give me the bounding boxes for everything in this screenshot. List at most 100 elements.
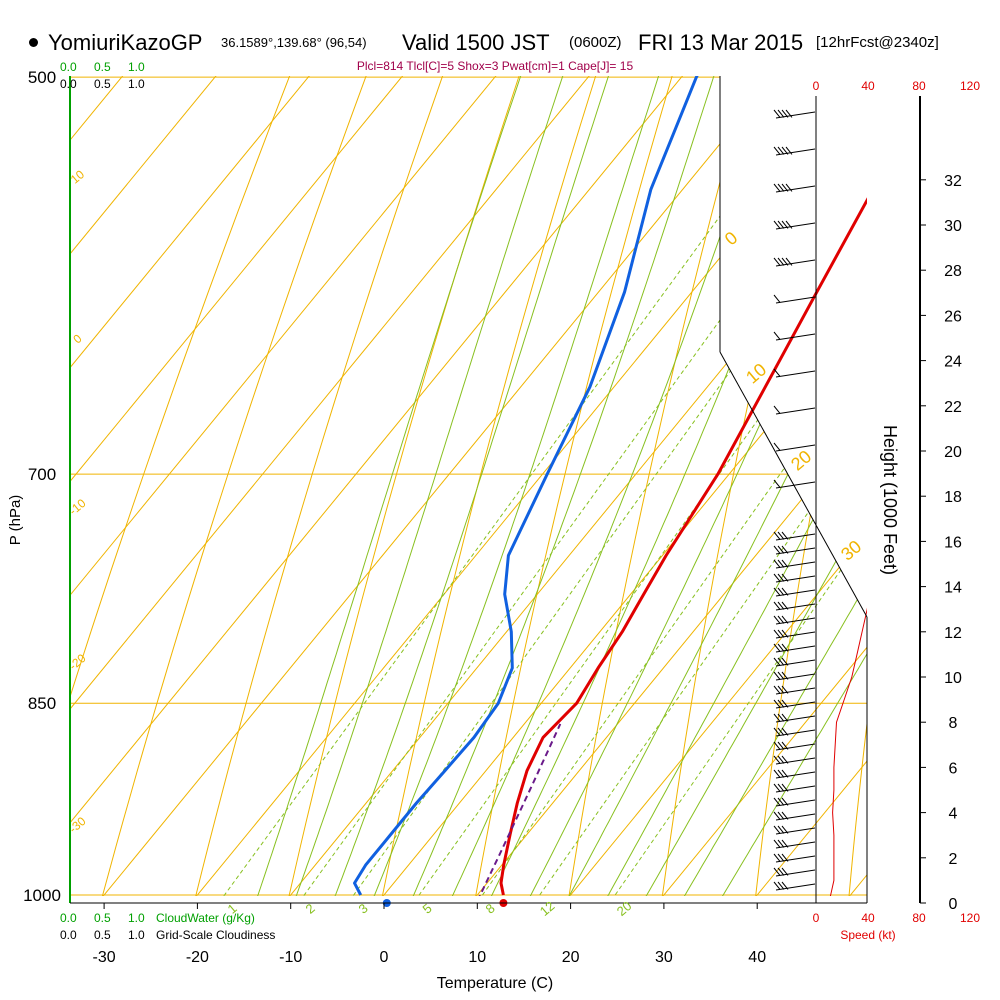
wind-barb bbox=[773, 713, 816, 723]
wind-barb-flag bbox=[773, 615, 781, 624]
valid-utc: (0600Z) bbox=[569, 34, 622, 51]
wind-barb bbox=[773, 699, 816, 709]
wind-barb-flag bbox=[777, 531, 785, 540]
wind-barb bbox=[773, 587, 816, 597]
y-axis-label: P (hPa) bbox=[7, 495, 24, 546]
wind-barb-flag bbox=[777, 146, 785, 155]
wind-barb bbox=[773, 657, 816, 667]
indices-line: Plcl=814 Tlcl[C]=5 Shox=3 Pwat[cm]=1 Cap… bbox=[357, 59, 634, 73]
wind-barb-flag bbox=[773, 657, 781, 666]
mixing-ratio-line bbox=[538, 427, 867, 896]
wind-barb bbox=[773, 257, 816, 267]
wind-barb-staff bbox=[775, 785, 816, 793]
dry-adiabat-line bbox=[195, 76, 444, 896]
station-bullet-icon bbox=[29, 38, 38, 47]
wind-barb-flag bbox=[777, 783, 785, 792]
speed-top-tick-1: 40 bbox=[861, 79, 875, 93]
cloudwater-top-tick-0: 0.0 bbox=[60, 60, 77, 74]
height-tick-label: 14 bbox=[944, 580, 962, 597]
wind-barb bbox=[773, 839, 816, 849]
wind-barb bbox=[773, 146, 816, 156]
wind-barb-staff bbox=[775, 589, 816, 597]
temperature-tick-label: -20 bbox=[186, 949, 209, 966]
plot-diagonal-edge bbox=[719, 351, 868, 618]
wind-barb-flag bbox=[777, 769, 785, 778]
wind-barb-flag bbox=[773, 643, 781, 652]
cloudiness-top-tick-0: 0.0 bbox=[60, 77, 77, 91]
height-tick-label: 24 bbox=[944, 354, 962, 371]
mixing-ratio-line bbox=[417, 265, 867, 896]
wind-barb bbox=[773, 368, 816, 378]
isotherm-line bbox=[70, 76, 684, 824]
height-tick-label: 26 bbox=[944, 308, 962, 325]
isotherm-line bbox=[70, 76, 590, 710]
isotherm-line bbox=[70, 76, 404, 483]
height-tick-label: 32 bbox=[944, 173, 962, 190]
wind-barb-flag bbox=[773, 405, 781, 414]
wind-barb bbox=[773, 559, 816, 569]
wind-barb-flag bbox=[777, 755, 785, 764]
moist-adiabat-line bbox=[683, 582, 867, 896]
dry-adiabat-line bbox=[848, 719, 867, 896]
cloudwater-label: CloudWater (g/Kg) bbox=[156, 911, 255, 925]
wind-barb-flag bbox=[781, 713, 789, 722]
wind-barb-flag bbox=[781, 146, 789, 155]
wind-barb-flag bbox=[777, 587, 785, 596]
wind-barb-flag bbox=[777, 797, 785, 806]
moist-adiabat-line bbox=[451, 76, 776, 896]
wind-speed-line bbox=[829, 607, 867, 896]
wind-barb-flag bbox=[777, 183, 785, 192]
wind-barb-staff bbox=[775, 185, 816, 193]
wind-barb-staff bbox=[775, 111, 816, 119]
wind-barb-staff bbox=[775, 333, 816, 341]
parcel-trace-line bbox=[478, 723, 562, 896]
speed-bottom-tick-2: 80 bbox=[912, 911, 926, 925]
wind-barb-flag bbox=[781, 755, 789, 764]
dry-adiabat-line bbox=[475, 76, 673, 896]
wind-barb bbox=[773, 881, 816, 891]
cloudiness-bottom-tick-2: 1.0 bbox=[128, 928, 145, 942]
wind-barb-flag bbox=[773, 146, 781, 155]
wind-barb bbox=[773, 825, 816, 835]
height-tick-label: 6 bbox=[949, 760, 958, 777]
wind-barb-staff bbox=[775, 729, 816, 737]
wind-barb-flag bbox=[773, 769, 781, 778]
wind-barb-flag bbox=[773, 442, 781, 451]
wind-barb bbox=[773, 294, 816, 304]
height-tick-label: 4 bbox=[949, 806, 958, 823]
height-tick-label: 28 bbox=[944, 263, 962, 280]
wind-barb-staff bbox=[775, 259, 816, 267]
wind-barb-flag bbox=[773, 685, 781, 694]
wind-barb bbox=[773, 811, 816, 821]
wind-barb-flag bbox=[773, 331, 781, 340]
wind-barb-flag bbox=[781, 615, 789, 624]
cloudiness-top-tick-1: 0.5 bbox=[94, 77, 111, 91]
moist-adiabat-line bbox=[412, 76, 715, 896]
wind-barb-flag bbox=[781, 797, 789, 806]
wind-barb-flag bbox=[781, 109, 789, 118]
mixing-ratio-line bbox=[223, 76, 823, 896]
dry-adiabat-line bbox=[101, 76, 367, 896]
height-tick-label: 2 bbox=[949, 851, 958, 868]
wind-barb-flag bbox=[777, 881, 785, 890]
wind-barb-flag bbox=[777, 853, 785, 862]
wind-barb-flag bbox=[777, 657, 785, 666]
height-tick-label: 20 bbox=[944, 444, 962, 461]
wind-barb-flag bbox=[773, 741, 781, 750]
wind-barb-flag bbox=[785, 109, 793, 118]
wind-barb-staff bbox=[775, 575, 816, 583]
wind-barb-flag bbox=[781, 559, 789, 568]
speed-top-tick-0: 0 bbox=[813, 79, 820, 93]
wind-barb-staff bbox=[775, 547, 816, 555]
wind-barb-flag bbox=[773, 783, 781, 792]
wind-barb bbox=[773, 853, 816, 863]
wind-barb-flag bbox=[781, 220, 789, 229]
height-tick-label: 16 bbox=[944, 534, 962, 551]
valid-time: Valid 1500 JST bbox=[402, 30, 550, 55]
wind-barb-staff bbox=[775, 222, 816, 230]
wind-barb-flag bbox=[781, 727, 789, 736]
wind-barb bbox=[773, 331, 816, 341]
wind-barb bbox=[773, 783, 816, 793]
wind-barb-flag bbox=[777, 629, 785, 638]
wind-barb-staff bbox=[775, 481, 816, 489]
